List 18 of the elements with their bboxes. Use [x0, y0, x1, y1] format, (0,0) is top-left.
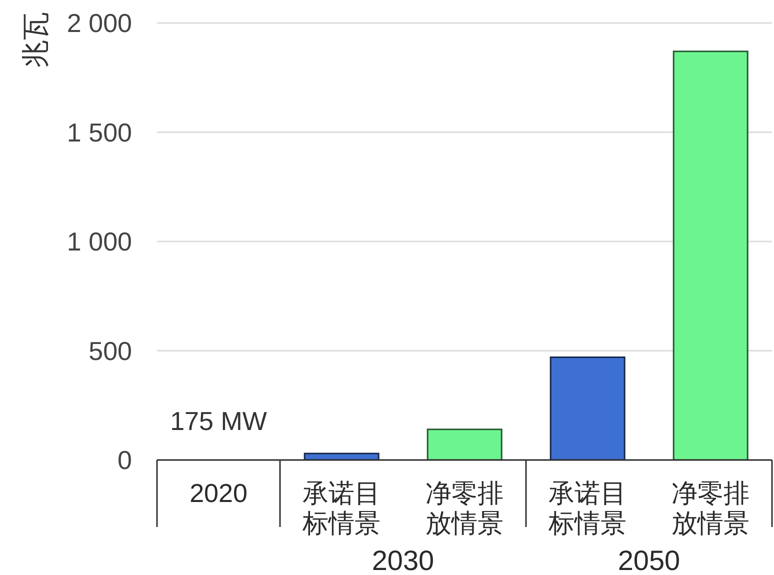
y-tick-label: 0 [118, 445, 132, 476]
y-tick-label: 1 500 [66, 117, 132, 148]
text: 2050 [618, 545, 680, 575]
x-tick-label: 承诺目标情景 [302, 478, 380, 538]
x-tick-label: 净零排放情景 [426, 478, 504, 538]
y-tick-label: 2 000 [66, 8, 132, 38]
annotation: 175 MW [170, 406, 268, 436]
y-axis-title: 兆瓦 [20, 12, 50, 68]
x-tick-label: 2020 [190, 478, 248, 508]
bar [304, 452, 380, 460]
bar [672, 50, 748, 460]
text: 2030 [372, 545, 434, 575]
bar [550, 356, 626, 460]
x-tick-label: 承诺目标情景 [548, 478, 626, 538]
bar [426, 428, 502, 460]
y-tick-label: 500 [88, 336, 132, 366]
x-tick-label: 净零排放情景 [672, 478, 750, 538]
y-tick-label: 1 000 [66, 226, 132, 257]
